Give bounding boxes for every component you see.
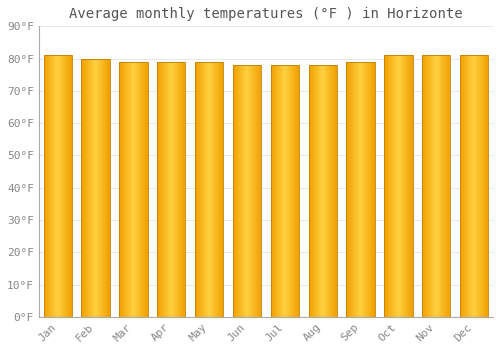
Bar: [384, 55, 412, 317]
Bar: [44, 55, 72, 317]
Bar: [119, 62, 148, 317]
Bar: [82, 58, 110, 317]
Bar: [270, 65, 299, 317]
Bar: [195, 62, 224, 317]
Bar: [422, 55, 450, 317]
Bar: [157, 62, 186, 317]
Bar: [233, 65, 261, 317]
Bar: [460, 55, 488, 317]
Bar: [308, 65, 337, 317]
Bar: [346, 62, 375, 317]
Title: Average monthly temperatures (°F ) in Horizonte: Average monthly temperatures (°F ) in Ho…: [69, 7, 462, 21]
